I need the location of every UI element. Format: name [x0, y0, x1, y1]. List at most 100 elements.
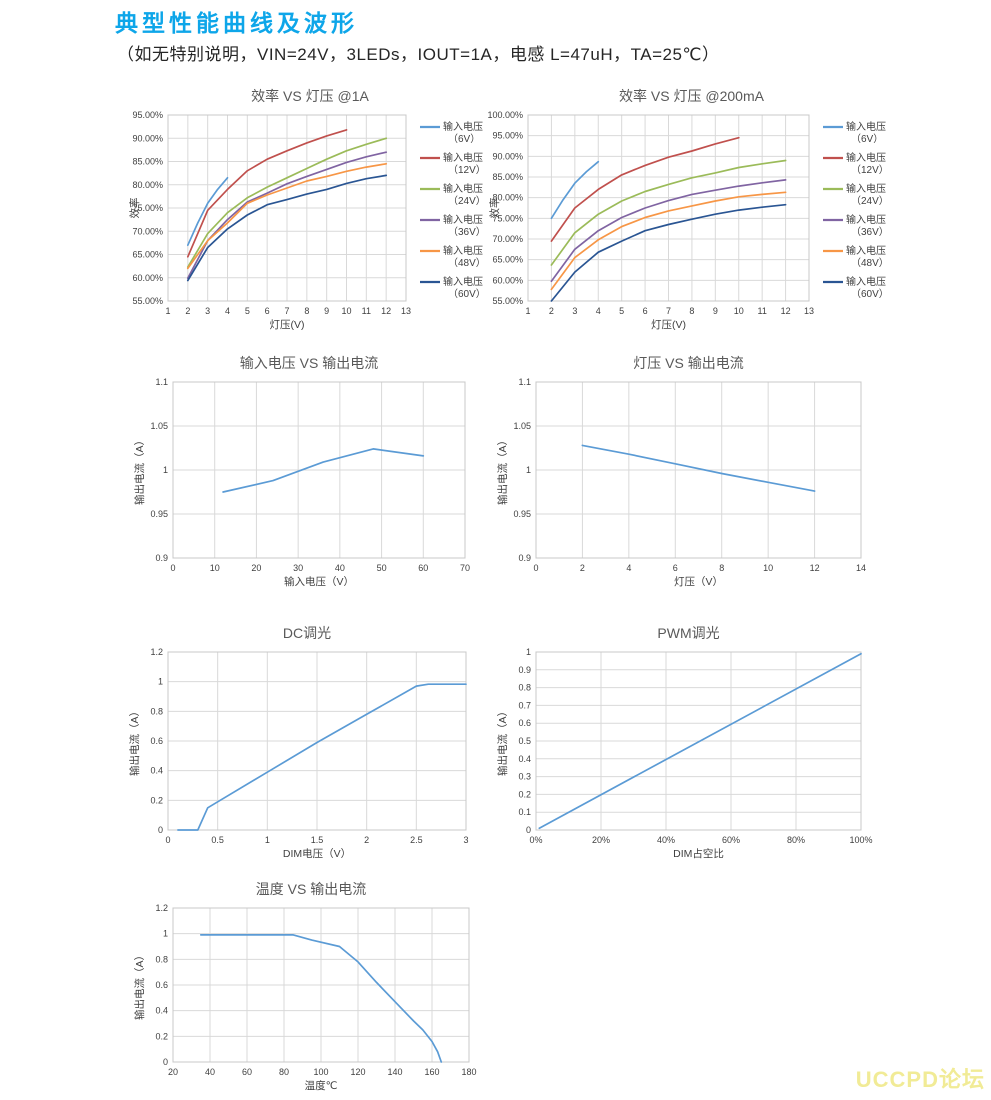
- svg-text:11: 11: [362, 306, 371, 316]
- svg-text:90.00%: 90.00%: [492, 151, 523, 161]
- svg-text:（6V）: （6V）: [448, 133, 480, 145]
- svg-text:60: 60: [418, 563, 428, 573]
- svg-text:输出电流（A）: 输出电流（A）: [133, 435, 146, 505]
- svg-text:0.9: 0.9: [518, 665, 531, 675]
- svg-text:50: 50: [377, 563, 387, 573]
- svg-text:0.6: 0.6: [155, 980, 168, 990]
- svg-text:40: 40: [205, 1067, 215, 1077]
- chart-title: 灯压 VS 输出电流: [633, 355, 744, 371]
- svg-text:75.00%: 75.00%: [492, 213, 523, 223]
- chart-title: 效率 VS 灯压 @200mA: [619, 88, 764, 104]
- svg-text:1.2: 1.2: [150, 647, 163, 657]
- svg-text:灯压（V）: 灯压（V）: [674, 576, 723, 588]
- svg-text:灯压(V): 灯压(V): [270, 319, 305, 331]
- chart-temperature-vs-output-current: 温度 VS 输出电流 20 40 60 80 100 120 140 160 180 0 0.2 0.…: [133, 878, 489, 1096]
- svg-text:输入电压: 输入电压: [443, 151, 483, 164]
- svg-text:70: 70: [460, 563, 470, 573]
- svg-text:1.1: 1.1: [155, 377, 168, 387]
- svg-text:60: 60: [242, 1067, 252, 1077]
- svg-text:1: 1: [525, 306, 530, 316]
- chart-led-voltage-vs-output-current: 灯压 VS 输出电流 0 2 4 6 8 10 12 14 0.9 0.95 1 1.05 1.1 灯压（…: [496, 352, 881, 592]
- svg-text:0.8: 0.8: [155, 954, 168, 964]
- svg-text:20: 20: [251, 563, 261, 573]
- svg-text:输入电压: 输入电压: [846, 275, 886, 288]
- svg-text:0.2: 0.2: [518, 789, 531, 799]
- svg-text:9: 9: [324, 306, 329, 316]
- chart-title: 效率 VS 灯压 @1A: [251, 88, 369, 104]
- svg-text:75.00%: 75.00%: [132, 203, 163, 213]
- test-conditions: （如无特别说明，VIN=24V，3LEDs，IOUT=1A，电感 L=47uH，…: [117, 45, 720, 64]
- svg-text:10: 10: [734, 306, 744, 316]
- chart-title: PWM调光: [657, 625, 720, 641]
- svg-text:85.00%: 85.00%: [132, 157, 163, 167]
- svg-text:1.2: 1.2: [155, 903, 168, 913]
- chart-input-voltage-vs-output-current: 输入电压 VS 输出电流 0 10 20 30 40 50 60 70 0.9 0.95 1 1.05…: [133, 352, 485, 592]
- svg-text:95.00%: 95.00%: [492, 131, 523, 141]
- svg-text:0: 0: [526, 825, 531, 835]
- svg-text:120: 120: [350, 1067, 365, 1077]
- svg-text:输入电压: 输入电压: [443, 213, 483, 226]
- svg-text:1: 1: [526, 647, 531, 657]
- svg-text:60.00%: 60.00%: [492, 275, 523, 285]
- chart-canvas: 0 10 20 30 40 50 60 70 0.9 0.95 1 1.05 1.1 输入电压（V） 输出电…: [133, 374, 485, 592]
- svg-text:0.3: 0.3: [518, 772, 531, 782]
- svg-text:4: 4: [596, 306, 601, 316]
- chart-canvas: 1 2 3 4 5 6 7 8 9 10 11 12 13 55.00% 60.00% 65.00% 70.00…: [128, 107, 492, 335]
- chart-title: DC调光: [282, 625, 332, 641]
- chart-canvas: 20 40 60 80 100 120 140 160 180 0 0.2 0.4 0.6 0.8 1 1.2…: [133, 900, 489, 1096]
- svg-text:4: 4: [225, 306, 230, 316]
- svg-text:10: 10: [341, 306, 351, 316]
- chart-canvas: 1 2 3 4 5 6 7 8 9 10 11 12 13 55.00% 60.00% 65.00% 70.00…: [488, 107, 895, 335]
- svg-text:3: 3: [463, 835, 468, 845]
- svg-text:2: 2: [549, 306, 554, 316]
- svg-text:0.8: 0.8: [150, 706, 163, 716]
- chart-title: 输入电压 VS 输出电流: [239, 355, 379, 371]
- svg-text:0.2: 0.2: [150, 795, 163, 805]
- svg-text:0.4: 0.4: [155, 1006, 168, 1016]
- svg-text:100%: 100%: [849, 835, 872, 845]
- svg-text:0.95: 0.95: [150, 509, 168, 519]
- svg-text:4: 4: [626, 563, 631, 573]
- svg-text:14: 14: [856, 563, 866, 573]
- chart-canvas: 0 0.5 1 1.5 2 2.5 3 0 0.2 0.4 0.6 0.8 1 1.2 DIM电压（V） 输出…: [128, 644, 486, 864]
- svg-text:7: 7: [666, 306, 671, 316]
- svg-text:6: 6: [673, 563, 678, 573]
- svg-text:60.00%: 60.00%: [132, 273, 163, 283]
- svg-text:（24V）: （24V）: [448, 195, 486, 207]
- svg-text:70.00%: 70.00%: [132, 226, 163, 236]
- svg-text:（6V）: （6V）: [851, 133, 883, 145]
- svg-text:2: 2: [580, 563, 585, 573]
- svg-text:20: 20: [168, 1067, 178, 1077]
- svg-text:0.5: 0.5: [211, 835, 224, 845]
- svg-text:100.00%: 100.00%: [488, 110, 523, 120]
- svg-text:20%: 20%: [592, 835, 610, 845]
- svg-text:输入电压（V）: 输入电压（V）: [284, 575, 354, 588]
- svg-text:65.00%: 65.00%: [492, 255, 523, 265]
- svg-text:9: 9: [713, 306, 718, 316]
- chart-dc-dimming: DC调光 0 0.5 1 1.5 2 2.5 3 0 0.2 0.4 0.6 0.8 1 1.2 DIM电压…: [128, 622, 486, 864]
- svg-text:3: 3: [572, 306, 577, 316]
- svg-text:8: 8: [719, 563, 724, 573]
- svg-text:（12V）: （12V）: [448, 164, 486, 176]
- svg-text:输入电压: 输入电压: [846, 244, 886, 257]
- svg-text:0: 0: [533, 563, 538, 573]
- svg-text:55.00%: 55.00%: [132, 296, 163, 306]
- svg-text:（36V）: （36V）: [851, 226, 889, 238]
- svg-text:输入电压: 输入电压: [443, 120, 483, 133]
- svg-text:0.6: 0.6: [150, 736, 163, 746]
- svg-text:（60V）: （60V）: [851, 288, 889, 300]
- svg-text:0.7: 0.7: [518, 700, 531, 710]
- svg-text:1: 1: [163, 929, 168, 939]
- svg-text:输出电流（A）: 输出电流（A）: [496, 435, 509, 505]
- svg-text:（48V）: （48V）: [851, 257, 889, 269]
- svg-text:输入电压: 输入电压: [443, 275, 483, 288]
- svg-text:1.1: 1.1: [518, 377, 531, 387]
- svg-text:1.05: 1.05: [150, 421, 168, 431]
- svg-text:100: 100: [313, 1067, 328, 1077]
- svg-text:（60V）: （60V）: [448, 288, 486, 300]
- svg-text:40: 40: [335, 563, 345, 573]
- svg-text:2.5: 2.5: [410, 835, 423, 845]
- svg-text:输入电压: 输入电压: [846, 213, 886, 226]
- chart-efficiency-vs-led-voltage-1a: 效率 VS 灯压 @1A 1 2 3 4 5 6 7 8 9 10 11 12 13 55.00% 60.0…: [128, 85, 492, 335]
- svg-text:0.9: 0.9: [155, 553, 168, 563]
